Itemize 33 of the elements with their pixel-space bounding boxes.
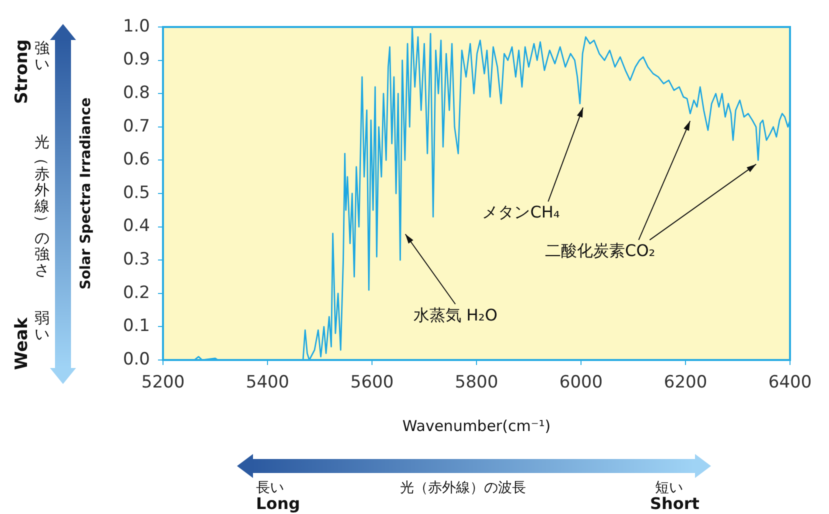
text: Long [256, 494, 300, 513]
y-tick-label: 0.6 [122, 150, 150, 170]
y-tick-label: 0.3 [122, 250, 150, 270]
text: Weak [12, 318, 32, 370]
text: 長い [256, 479, 284, 497]
text: 強い [34, 39, 50, 73]
annotation: メタンCH₄ [482, 202, 560, 222]
text: 短い [655, 479, 683, 496]
x-tick-label: 6000 [559, 372, 603, 393]
x-tick-label: 6200 [664, 372, 708, 393]
text: Short [650, 494, 700, 513]
y-axis-title: Solar Spectra Irradiance [78, 97, 94, 290]
y-tick-label: 0.1 [122, 316, 150, 336]
y-tick-label: 0.8 [122, 83, 150, 104]
y-tick-label: 1.0 [122, 16, 150, 36]
text: 光（赤外線）の波長 [400, 479, 526, 497]
y-tick-label: 0.0 [122, 349, 150, 370]
x-tick-label: 6400 [768, 372, 812, 393]
x-tick-label: 5600 [350, 372, 394, 393]
text: Strong [12, 39, 32, 104]
text: 弱い [34, 309, 50, 343]
x-tick-label: 5400 [246, 372, 290, 393]
y-tick-label: 0.5 [122, 182, 150, 203]
annotation: 二酸化炭素CO₂ [545, 241, 656, 260]
text: 光（赤外線）の強さ [33, 133, 51, 279]
y-tick-label: 0.2 [122, 282, 150, 303]
y-tick-label: 0.9 [122, 50, 150, 70]
x-tick-label: 5800 [454, 372, 498, 393]
x-tick-label: 5200 [141, 372, 185, 393]
y-tick-label: 0.4 [122, 216, 150, 236]
annotation: 水蒸気 H₂O [413, 305, 498, 324]
y-tick-label: 0.7 [122, 116, 150, 136]
x-axis-title: Wavenumber(cm⁻¹) [402, 416, 551, 435]
